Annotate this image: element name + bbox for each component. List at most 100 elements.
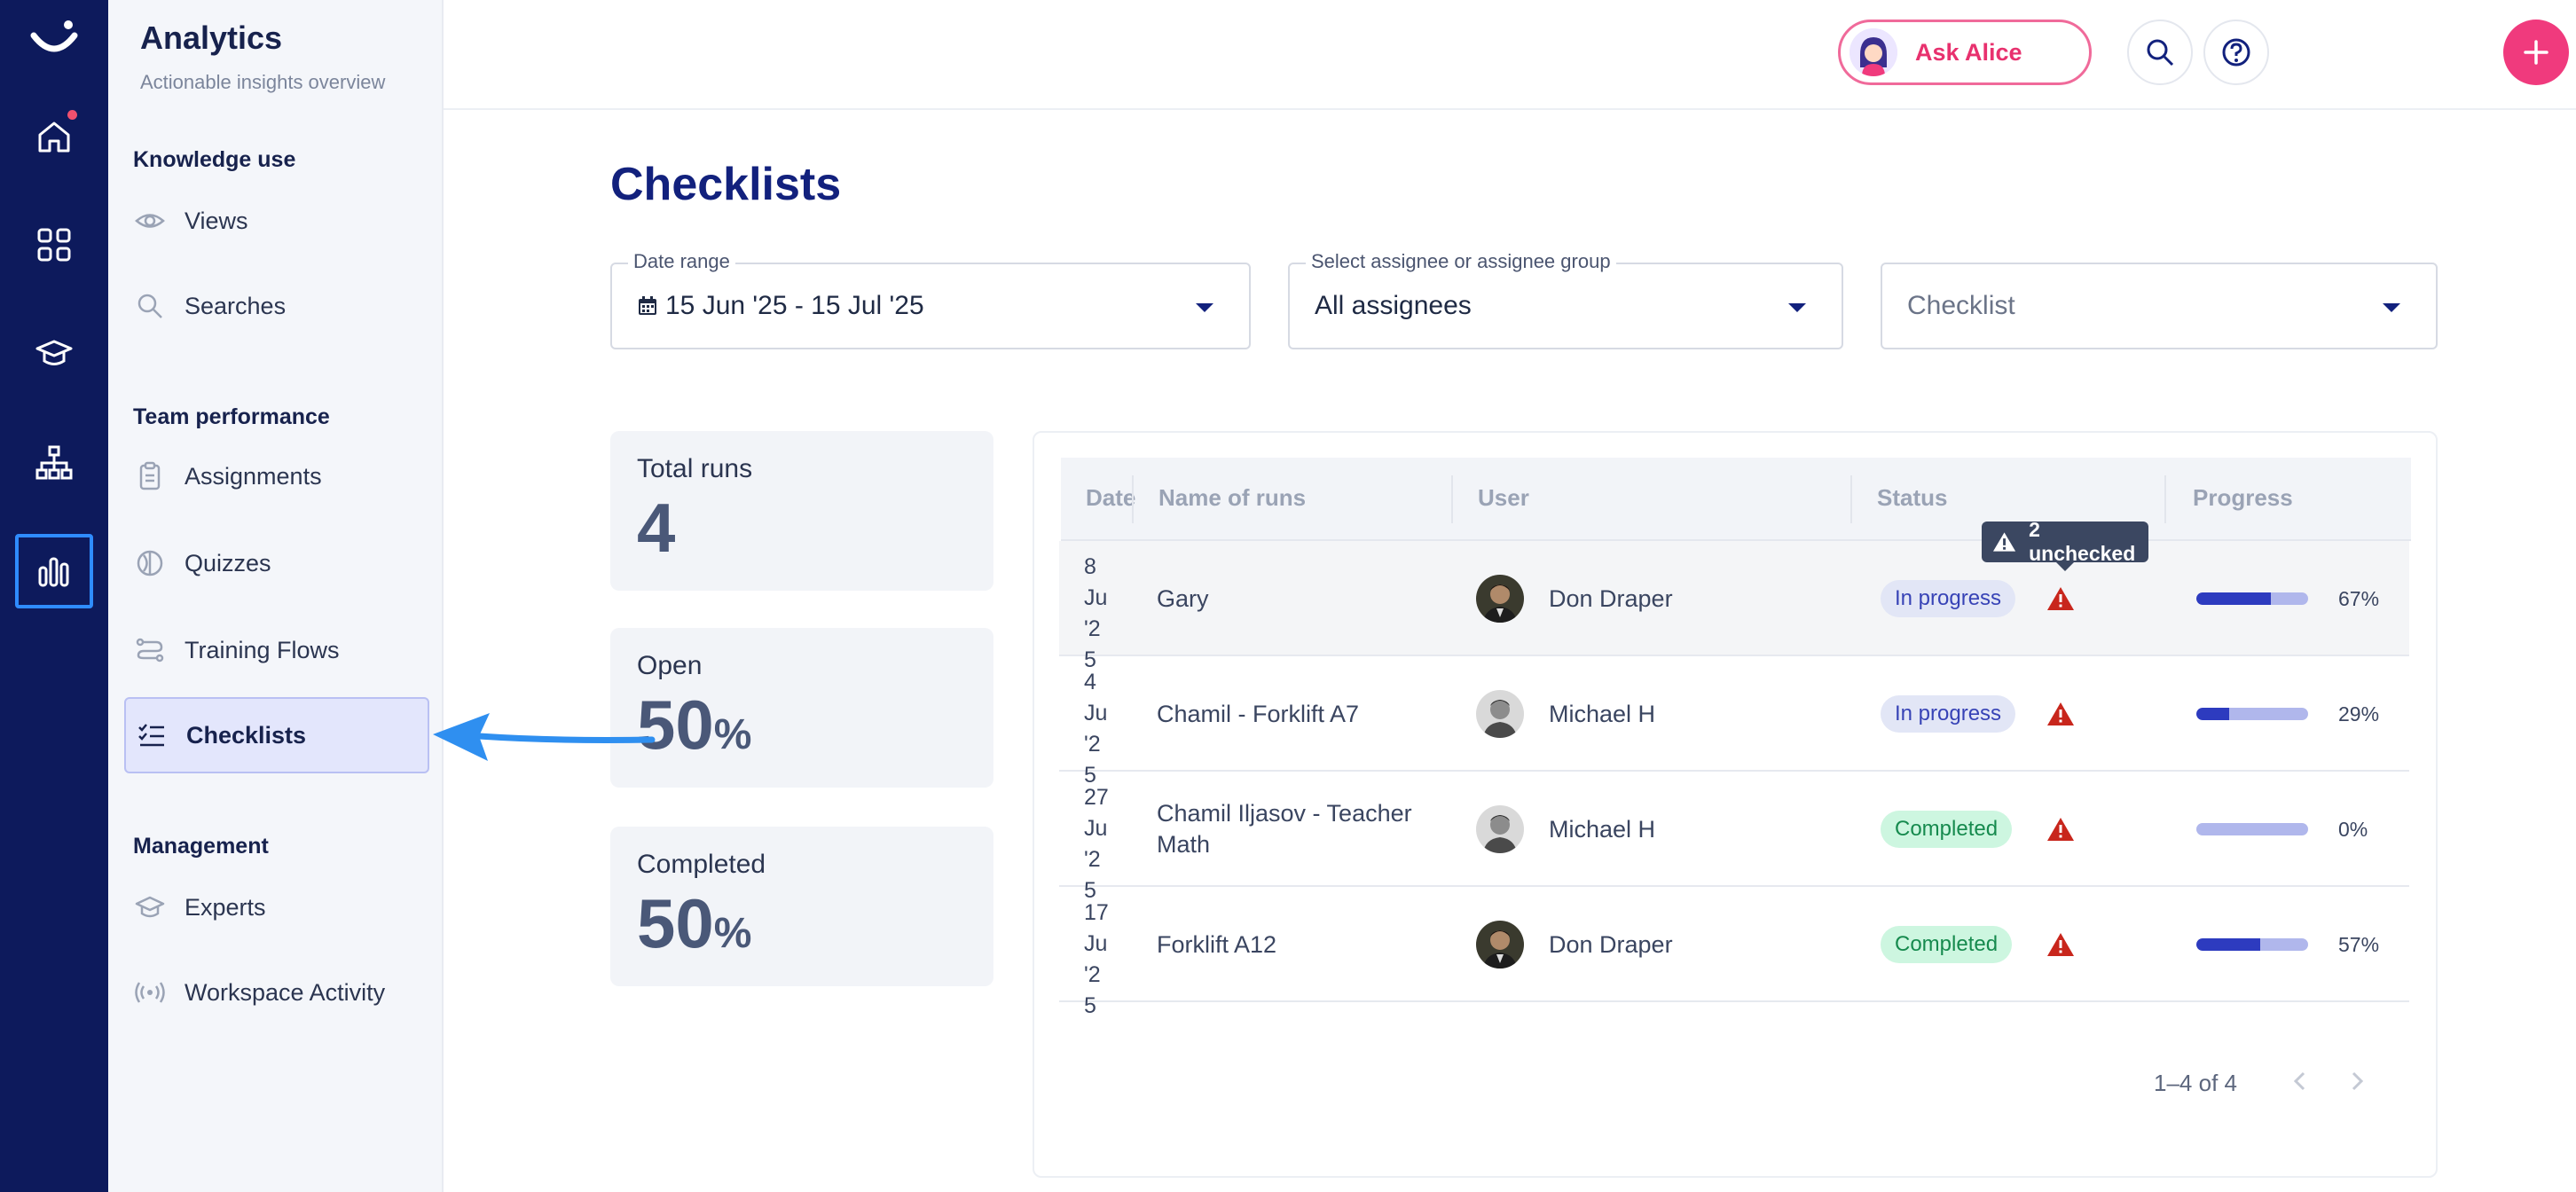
warning-icon[interactable] bbox=[2046, 585, 2076, 612]
chevron-right-icon[interactable] bbox=[2344, 1068, 2370, 1094]
help-button[interactable] bbox=[2203, 20, 2269, 85]
clipboard-icon bbox=[135, 461, 165, 491]
sidebar-item-training-flows[interactable]: Training Flows bbox=[124, 612, 429, 688]
org-chart-icon[interactable] bbox=[0, 426, 108, 500]
logo-icon[interactable] bbox=[27, 16, 82, 62]
table-row[interactable]: 17 Ju '25 Forklift A12 Don Draper Completed… bbox=[1059, 887, 2409, 1018]
table-row[interactable]: 27 Ju '25 Chamil Iljasov - Teacher Math Mi… bbox=[1059, 772, 2409, 903]
stat-number: 4 bbox=[637, 489, 676, 567]
section-knowledge-use: Knowledge use bbox=[133, 147, 296, 172]
row-name[interactable]: Chamil - Forklift A7 bbox=[1157, 701, 1360, 727]
unchecked-tooltip: 2 unchecked bbox=[1982, 518, 2148, 571]
row-user: Don Draper bbox=[1476, 575, 1673, 623]
analytics-bar-icon[interactable] bbox=[0, 534, 108, 608]
row-user: Michael H bbox=[1476, 805, 1655, 853]
top-bar bbox=[444, 0, 2576, 110]
ask-alice-button[interactable]: Ask Alice bbox=[1838, 20, 2092, 85]
stat-label: Completed bbox=[637, 850, 766, 879]
warning-icon[interactable] bbox=[2046, 701, 2076, 727]
user-name: Michael H bbox=[1549, 700, 1656, 727]
search-button[interactable] bbox=[2127, 20, 2193, 85]
column-progress[interactable]: Progress bbox=[2193, 484, 2293, 511]
apps-grid-icon[interactable] bbox=[0, 208, 108, 282]
status-badge: Completed bbox=[1881, 926, 2013, 963]
row-user: Michael H bbox=[1476, 690, 1655, 738]
chevron-left-icon[interactable] bbox=[2287, 1068, 2313, 1094]
warning-icon[interactable] bbox=[2046, 931, 2076, 958]
nav-rail bbox=[0, 0, 108, 1192]
column-divider bbox=[1850, 475, 1852, 523]
user-name: Michael H bbox=[1549, 815, 1656, 843]
column-divider bbox=[1132, 475, 1134, 523]
flow-icon bbox=[135, 635, 165, 665]
sidebar-item-searches[interactable]: Searches bbox=[124, 268, 429, 344]
table-row[interactable]: 4 Ju '25 Chamil - Forklift A7 Michael H In … bbox=[1059, 656, 2409, 788]
date-range-select[interactable]: Date range 15 Jun '25 - 15 Jul '25 bbox=[610, 250, 1251, 349]
page-title: Checklists bbox=[610, 159, 842, 210]
sidebar-item-label: Searches bbox=[185, 292, 287, 319]
assignee-select[interactable]: Select assignee or assignee group All as… bbox=[1288, 250, 1843, 349]
column-divider bbox=[1451, 475, 1453, 523]
assignee-label: Select assignee or assignee group bbox=[1306, 250, 1616, 273]
column-user[interactable]: User bbox=[1478, 484, 1529, 511]
stat-open: Open 50% bbox=[610, 628, 993, 788]
table-row[interactable]: 8 Ju '25 Gary Don Draper In progress 67% bbox=[1059, 541, 2409, 672]
sidebar-item-views[interactable]: Views bbox=[124, 183, 429, 259]
home-icon[interactable] bbox=[0, 99, 108, 174]
avatar bbox=[1476, 921, 1524, 968]
progress-value: 67% bbox=[2338, 587, 2380, 610]
checklist-placeholder: Checklist bbox=[1907, 291, 2015, 320]
user-name: Don Draper bbox=[1549, 584, 1673, 612]
graduation-cap-icon bbox=[135, 892, 165, 922]
avatar bbox=[1476, 690, 1524, 738]
row-name[interactable]: Gary bbox=[1157, 585, 1209, 612]
row-date: 4 Ju '25 bbox=[1084, 670, 1108, 788]
graduation-cap-icon[interactable] bbox=[0, 316, 108, 390]
column-status[interactable]: Status bbox=[1877, 484, 1948, 511]
warning-icon[interactable] bbox=[2046, 816, 2076, 843]
sidebar-item-workspace-activity[interactable]: Workspace Activity bbox=[124, 954, 429, 1031]
sidebar-item-experts[interactable]: Experts bbox=[124, 869, 429, 945]
progress-bar bbox=[2196, 938, 2308, 951]
sidebar-item-label: Quizzes bbox=[185, 549, 271, 576]
row-name[interactable]: Chamil Iljasov - Teacher Math bbox=[1157, 800, 1412, 858]
checklist-icon bbox=[137, 720, 167, 750]
status-badge: Completed bbox=[1881, 811, 2013, 848]
stat-unit: % bbox=[713, 910, 752, 957]
section-team-performance: Team performance bbox=[133, 404, 330, 429]
sidebar-item-label: Views bbox=[185, 207, 248, 234]
stat-value: 4 bbox=[637, 488, 675, 569]
row-name[interactable]: Forklift A12 bbox=[1157, 931, 1277, 958]
eye-icon bbox=[135, 206, 165, 236]
progress-bar bbox=[2196, 823, 2308, 835]
column-divider bbox=[2164, 475, 2166, 523]
section-management: Management bbox=[133, 834, 269, 859]
table-header: Date Name of runs User Status Progress bbox=[1061, 458, 2411, 541]
sidebar-title: Analytics bbox=[140, 20, 283, 56]
progress-bar bbox=[2196, 592, 2308, 605]
sidebar-item-label: Training Flows bbox=[185, 636, 340, 663]
progress-value: 29% bbox=[2338, 702, 2380, 725]
stat-number: 50 bbox=[637, 884, 714, 962]
add-button[interactable] bbox=[2503, 20, 2569, 85]
sidebar-item-assignments[interactable]: Assignments bbox=[124, 438, 429, 514]
sidebar-item-label: Checklists bbox=[186, 721, 307, 749]
progress-fill bbox=[2196, 708, 2229, 720]
sidebar-item-checklists[interactable]: Checklists bbox=[124, 697, 429, 773]
stat-number: 50 bbox=[637, 686, 714, 764]
plus-icon bbox=[2524, 40, 2549, 65]
progress-bar bbox=[2196, 708, 2308, 720]
stat-label: Open bbox=[637, 651, 703, 680]
date-range-text: 15 Jun '25 - 15 Jul '25 bbox=[665, 291, 924, 320]
checklist-select[interactable]: Checklist bbox=[1881, 263, 2438, 349]
column-date[interactable]: Date bbox=[1086, 484, 1135, 511]
progress-value: 0% bbox=[2338, 818, 2368, 841]
sidebar-item-quizzes[interactable]: Quizzes bbox=[124, 525, 429, 601]
stat-label: Total runs bbox=[637, 454, 753, 483]
stat-value: 50% bbox=[637, 883, 751, 964]
row-date: 27 Ju '25 bbox=[1084, 785, 1109, 903]
analytics-sidebar: Analytics Actionable insights overview K… bbox=[108, 0, 444, 1192]
sidebar-item-label: Workspace Activity bbox=[185, 978, 386, 1006]
column-name[interactable]: Name of runs bbox=[1158, 484, 1307, 511]
active-nav-highlight bbox=[15, 534, 93, 608]
